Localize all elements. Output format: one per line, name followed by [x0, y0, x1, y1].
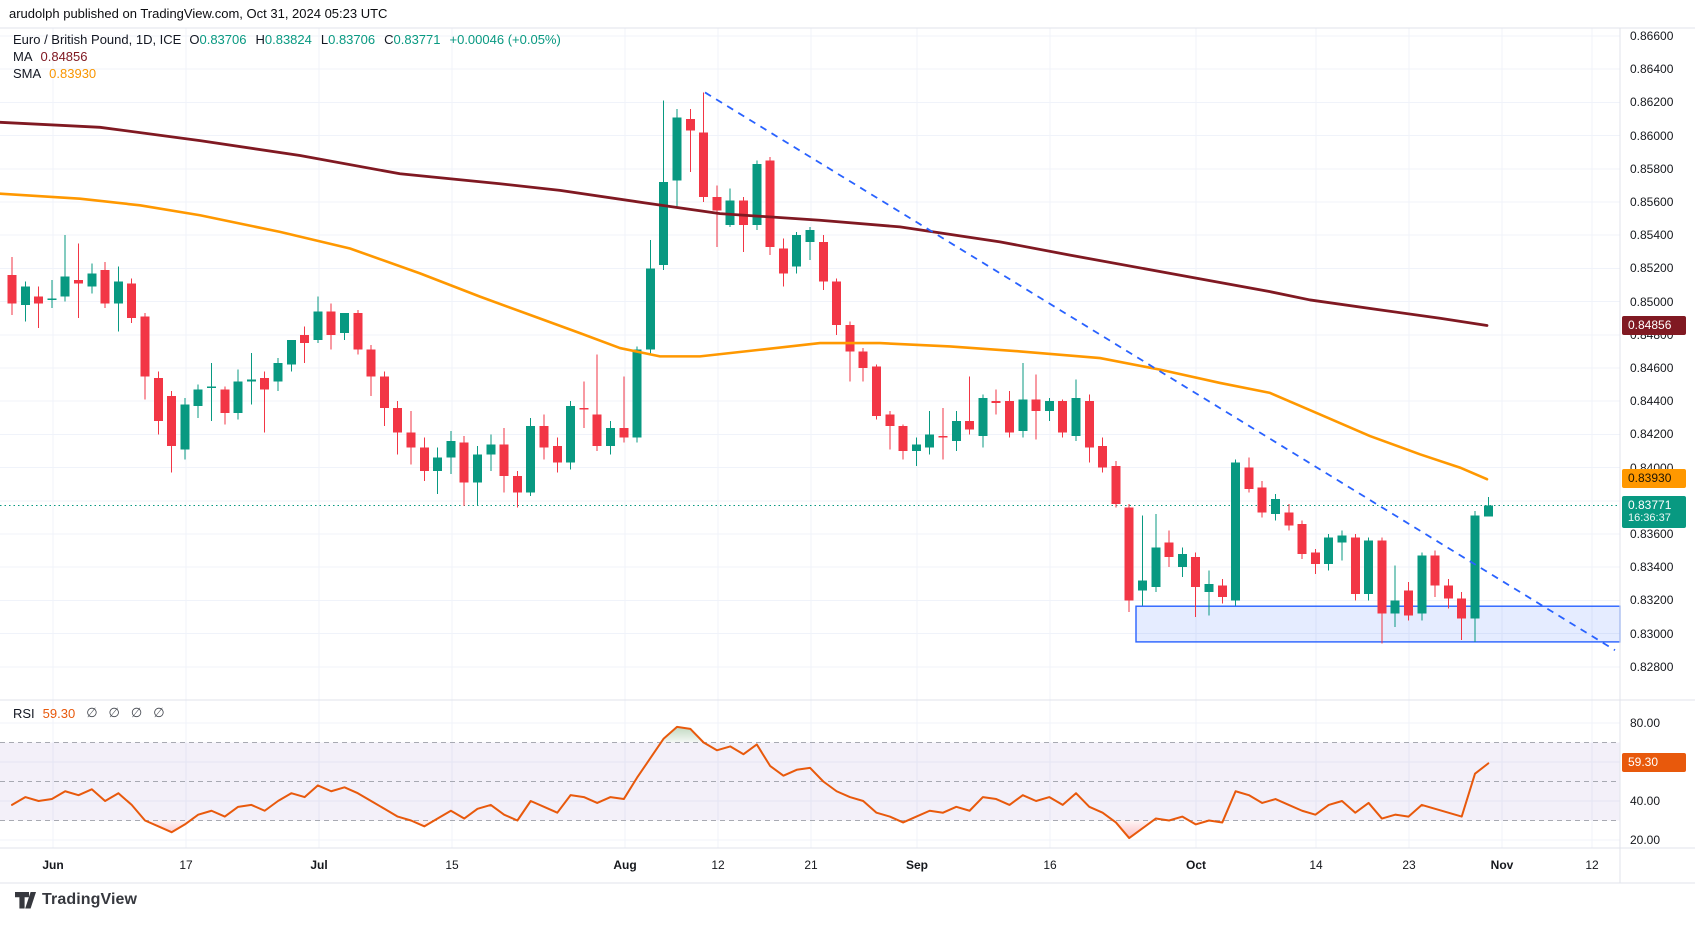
ohlc-close: C0.83771 — [384, 32, 441, 47]
price-axis-label: 0.85600 — [1630, 195, 1674, 209]
ma-indicator-label[interactable]: MA — [13, 49, 33, 64]
price-axis-label: 0.83400 — [1630, 560, 1674, 575]
empty-set-icon: ∅ — [130, 705, 143, 720]
price-axis-label: 0.86400 — [1630, 62, 1674, 77]
rsi-value-badge: 59.30 — [1622, 753, 1686, 773]
last-price-badge: 0.83771 16:36:37 — [1622, 495, 1686, 528]
ma-indicator-value: 0.84856 — [40, 49, 88, 64]
byline: arudolph published on TradingView.com, O… — [9, 6, 388, 21]
time-axis-label: 16 — [1043, 858, 1057, 872]
trendline-drawing[interactable] — [704, 91, 1616, 651]
sma-price-badge: 0.83930 — [1622, 469, 1686, 489]
tradingview-logo-text: TradingView — [42, 891, 138, 908]
symbol-legend: Euro / British Pound, 1D, ICE O0.83706 H… — [13, 31, 570, 82]
time-axis-label: 12 — [1585, 858, 1599, 872]
price-axis-label: 0.84400 — [1630, 394, 1674, 409]
price-axis-label: 0.85200 — [1630, 261, 1674, 276]
change-value: +0.00046 (+0.05%) — [449, 32, 561, 47]
time-axis-label: 12 — [711, 858, 725, 872]
rsi-axis-label: 80.00 — [1630, 716, 1661, 730]
ohlc-open: O0.83706 — [189, 32, 247, 47]
rsi-axis-label: 20.00 — [1630, 833, 1661, 847]
price-axis-label: 0.84600 — [1630, 361, 1674, 375]
sma-indicator-label[interactable]: SMA — [13, 66, 42, 81]
price-axis-label: 0.84200 — [1630, 427, 1674, 442]
empty-set-icon: ∅ — [153, 705, 165, 720]
ohlc-high: H0.83824 — [255, 32, 312, 47]
time-axis-label: Sep — [905, 858, 929, 872]
time-axis-label: 23 — [1402, 858, 1416, 872]
rsi-plot-line[interactable] — [11, 725, 1490, 840]
time-axis-label: Jun — [42, 858, 64, 872]
tradingview-logo[interactable]: TradingView — [15, 891, 137, 909]
time-axis-label: 21 — [804, 858, 818, 872]
ohlc-low: L0.83706 — [320, 32, 376, 47]
time-axis-label: Jul — [310, 858, 328, 872]
rsi-legend: RSI 59.30 ∅ ∅ ∅ ∅ — [13, 705, 165, 721]
time-axis-label: 17 — [179, 858, 193, 872]
time-axis-label: 14 — [1309, 858, 1323, 872]
rsi-indicator-value: 59.30 — [42, 705, 76, 721]
price-axis-label: 0.85400 — [1630, 228, 1674, 243]
empty-set-icon: ∅ — [86, 705, 98, 720]
price-axis-label: 0.85800 — [1630, 161, 1674, 176]
price-axis-label: 0.83000 — [1630, 626, 1674, 641]
rsi-hidden-values: ∅ ∅ ∅ ∅ — [86, 705, 164, 721]
time-axis-label: 15 — [445, 858, 459, 872]
bar-countdown: 16:36:37 — [1628, 511, 1671, 524]
sma-indicator-value: 0.83930 — [49, 66, 97, 81]
price-axis-label: 0.82800 — [1630, 659, 1674, 674]
rsi-indicator-label[interactable]: RSI — [13, 705, 35, 721]
empty-set-icon: ∅ — [108, 705, 120, 720]
price-axis-label: 0.85000 — [1630, 294, 1674, 309]
price-axis-label: 0.83200 — [1630, 593, 1674, 608]
rsi-axis-label: 40.00 — [1630, 794, 1661, 808]
ma-line[interactable] — [0, 120, 1489, 327]
price-axis-label: 0.86600 — [1630, 29, 1674, 43]
ma-price-badge: 0.84856 — [1622, 315, 1686, 335]
sma-line[interactable] — [0, 192, 1489, 481]
symbol-title[interactable]: Euro / British Pound, 1D, ICE — [13, 32, 182, 47]
time-axis-label: Aug — [613, 858, 637, 872]
time-axis-label: Oct — [1185, 858, 1207, 872]
price-axis-label: 0.86000 — [1630, 128, 1674, 143]
price-axis-label: 0.86200 — [1630, 95, 1674, 110]
time-axis-label: Nov — [1490, 858, 1514, 872]
candlestick-series — [7, 92, 1493, 644]
tradingview-logo-icon — [15, 891, 36, 908]
price-axis-label: 0.83600 — [1630, 527, 1674, 541]
